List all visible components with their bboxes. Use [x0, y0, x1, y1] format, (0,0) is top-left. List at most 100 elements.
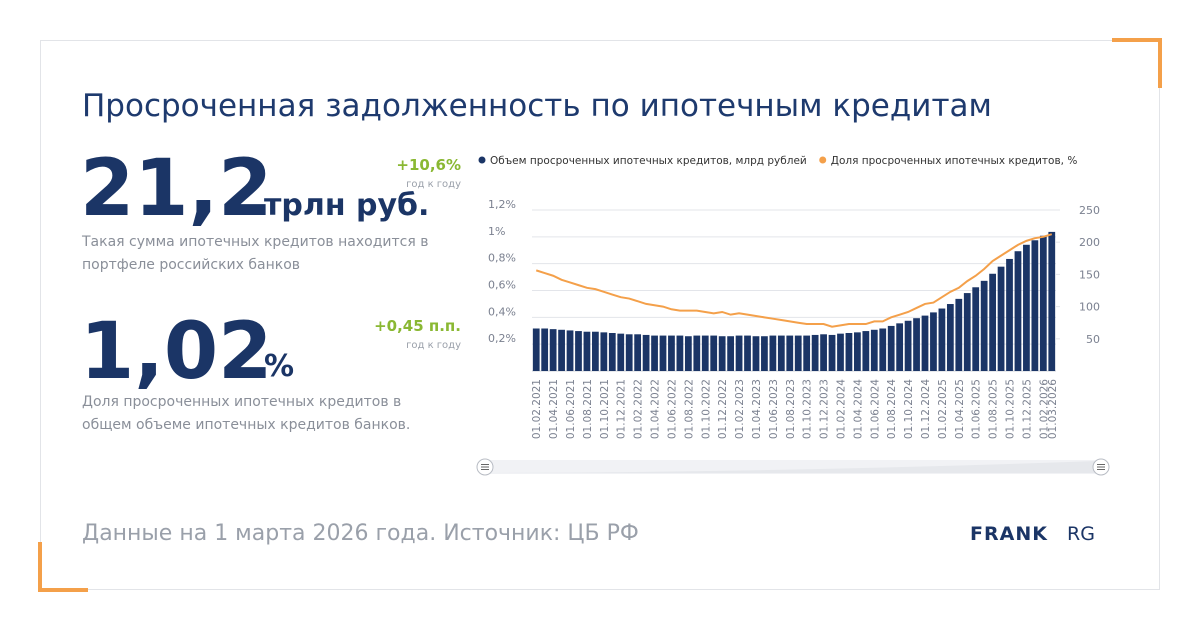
- bar: [896, 323, 904, 371]
- bar: [549, 329, 557, 371]
- logo: FRANK: [970, 523, 1048, 545]
- kpi-description: портфеле российских банков: [82, 257, 300, 273]
- bar: [600, 332, 608, 371]
- bar: [1006, 258, 1013, 371]
- bar: [634, 334, 642, 371]
- corner: [38, 542, 88, 592]
- corner: [1112, 38, 1162, 88]
- legend-label: Объем просроченных ипотечных кредитов, м…: [490, 155, 807, 167]
- legend-marker: [478, 156, 486, 164]
- x-tick-label: 01.10.2025: [1005, 379, 1017, 439]
- kpi-unit: трлн руб.: [264, 188, 429, 223]
- x-tick-label: 01.12.2025: [1021, 379, 1033, 439]
- x-tick-label: 01.02.2026: [1038, 379, 1050, 439]
- y2-tick-label: 200: [1079, 236, 1100, 249]
- x-tick-label: 01.04.2021: [548, 379, 560, 439]
- x-tick-label: 01.12.2024: [920, 379, 932, 439]
- bar: [769, 335, 777, 371]
- bar: [668, 335, 675, 371]
- bar: [744, 335, 751, 371]
- x-tick-label: 01.06.2021: [565, 379, 577, 439]
- bar: [828, 334, 836, 371]
- bar: [752, 336, 760, 371]
- bar: [972, 287, 980, 371]
- bar: [870, 329, 878, 371]
- bar: [837, 333, 844, 371]
- x-tick-label: 01.12.2021: [616, 379, 628, 439]
- bar: [904, 320, 912, 371]
- y-tick-label: 1,2%: [488, 198, 516, 211]
- bar: [786, 335, 794, 371]
- scrollbar-preview: [490, 461, 1096, 473]
- bar: [820, 334, 827, 371]
- kpi-change: +0,45 п.п.: [374, 317, 461, 335]
- x-tick-label: 01.03.2026: [1047, 379, 1059, 439]
- x-tick-label: 01.10.2022: [700, 379, 712, 439]
- legend-label: Доля просроченных ипотечных кредитов, %: [831, 155, 1078, 167]
- handle-grip: [481, 464, 1105, 470]
- bar: [854, 332, 861, 371]
- title: Просроченная задолженность по ипотечным …: [82, 88, 992, 124]
- bar: [862, 331, 870, 371]
- x-tick-label: 01.06.2022: [666, 379, 678, 439]
- bar: [1031, 240, 1039, 371]
- y2-tick-label: 50: [1086, 333, 1100, 346]
- x-tick-label: 01.04.2024: [852, 379, 864, 439]
- x-tick-label: 01.08.2022: [683, 379, 695, 439]
- bar: [651, 335, 658, 371]
- bar: [913, 318, 920, 371]
- bar: [946, 304, 954, 371]
- logo: RG: [1067, 523, 1095, 545]
- kpi-change-note: год к году: [406, 340, 461, 351]
- bar: [921, 315, 929, 371]
- bar: [777, 335, 785, 371]
- x-tick-label: 01.12.2022: [717, 379, 729, 439]
- kpi-change-note: год к году: [406, 179, 461, 190]
- bar: [659, 335, 667, 371]
- bar: [566, 330, 574, 371]
- bar: [989, 273, 996, 371]
- y-tick-label: 0,6%: [488, 279, 516, 292]
- bar: [938, 308, 946, 371]
- card: [40, 40, 1160, 590]
- y2-tick-label: 100: [1079, 301, 1100, 314]
- x-tick-label: 01.02.2024: [835, 379, 847, 439]
- x-tick-label: 01.12.2023: [819, 379, 831, 439]
- bar: [693, 335, 701, 371]
- bar: [997, 266, 1005, 371]
- bar: [845, 333, 853, 371]
- bar: [592, 331, 599, 371]
- x-tick-label: 01.06.2024: [869, 379, 881, 439]
- bar: [1048, 231, 1056, 371]
- x-tick-label: 01.02.2025: [937, 379, 949, 439]
- x-tick-label: 01.08.2023: [785, 379, 797, 439]
- bar: [963, 293, 971, 371]
- bar: [608, 333, 616, 371]
- x-tick-label: 01.08.2024: [886, 379, 898, 439]
- bar: [718, 336, 726, 371]
- bar: [879, 328, 887, 371]
- x-tick-label: 01.10.2021: [599, 379, 611, 439]
- kpi-description: Такая сумма ипотечных кредитов находится…: [81, 234, 428, 250]
- bar: [684, 336, 692, 371]
- x-tick-label: 01.02.2023: [734, 379, 746, 439]
- x-tick-label: 01.04.2025: [954, 379, 966, 439]
- bar: [541, 328, 549, 371]
- legend-marker: [819, 156, 827, 164]
- bar: [625, 334, 633, 371]
- x-tick-label: 01.10.2024: [903, 379, 915, 439]
- x-tick-label: 01.02.2022: [633, 379, 645, 439]
- kpi-value: 21,2: [80, 144, 272, 234]
- bar: [887, 325, 895, 371]
- x-tick-label: 01.06.2025: [971, 379, 983, 439]
- bar: [575, 331, 582, 371]
- bar: [955, 298, 963, 371]
- kpi-value: 1,02: [80, 307, 272, 397]
- bar: [803, 335, 811, 371]
- bar: [1039, 235, 1047, 371]
- bar: [727, 336, 734, 371]
- x-tick-label: 01.04.2022: [650, 379, 662, 439]
- bar: [583, 331, 591, 371]
- bar: [1014, 251, 1022, 371]
